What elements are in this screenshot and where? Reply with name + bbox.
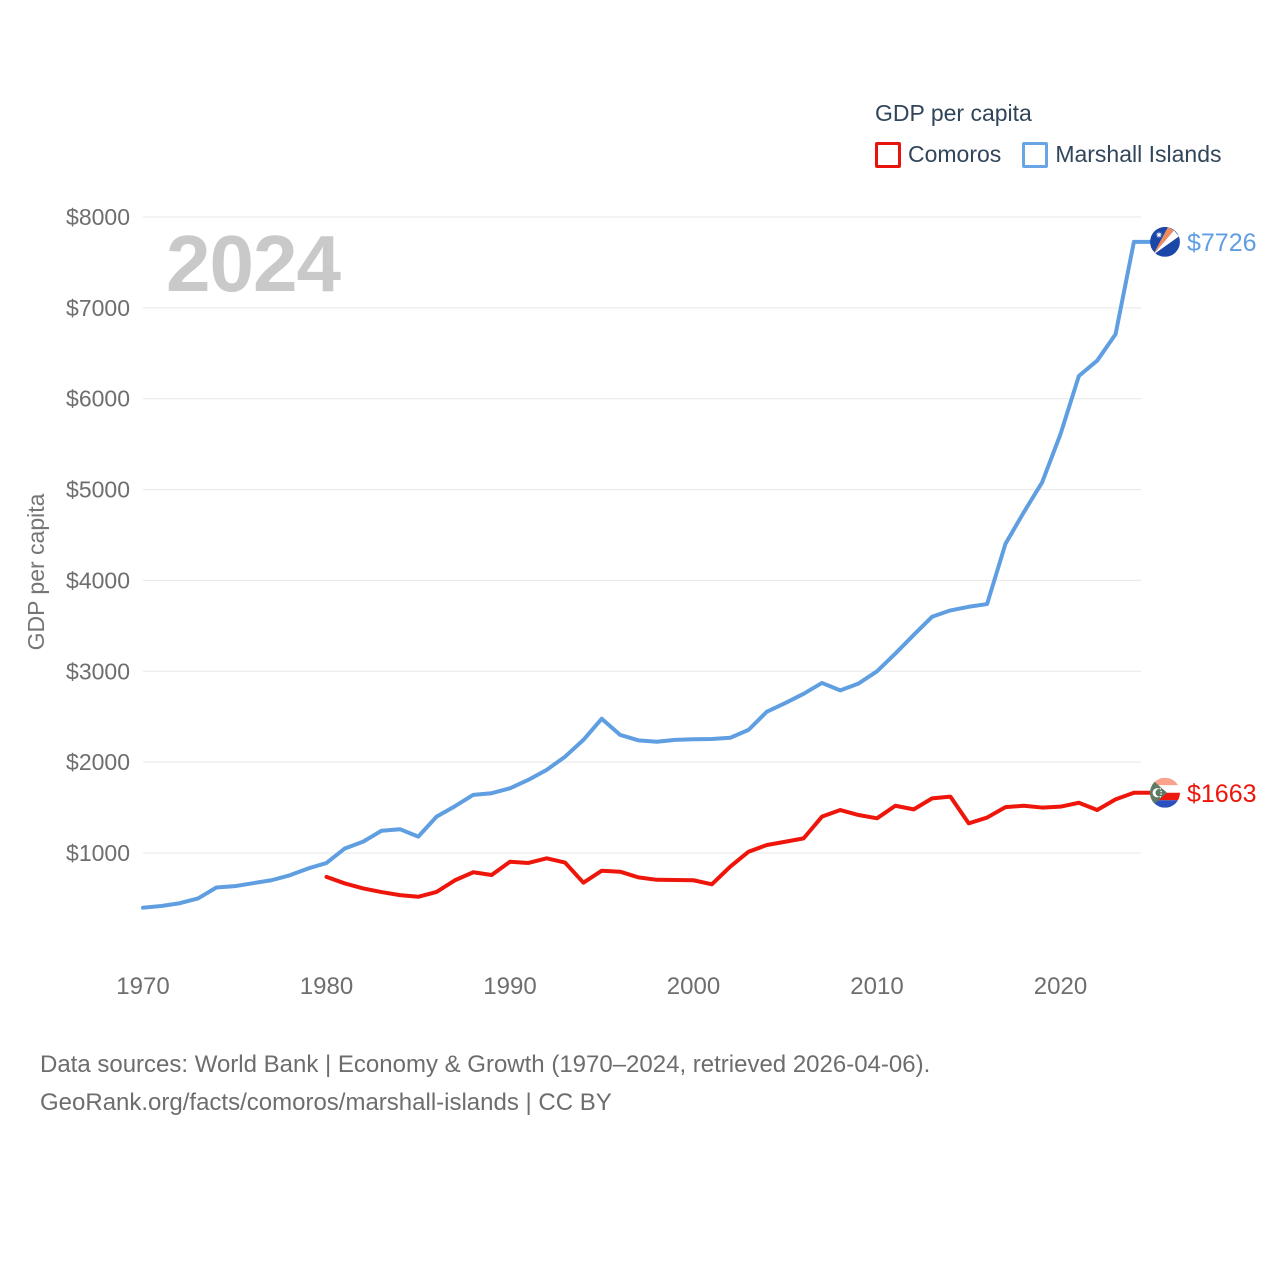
axis-labels-layer: $1000 $2000 $3000 $4000 $5000 $6000 $7000 $8000… bbox=[23, 204, 1087, 1000]
data-sources-line: Data sources: World Bank | Economy & Gro… bbox=[40, 1051, 931, 1078]
x-axis-tick-label: 1970 bbox=[116, 973, 169, 1000]
x-axis-tick-label: 1980 bbox=[300, 973, 353, 1000]
comoros-flag-icon bbox=[1150, 777, 1180, 808]
comoros-end-value: $1663 bbox=[1187, 780, 1257, 808]
marshall-islands-legend-swatch bbox=[1022, 141, 1049, 168]
chart-legend: GDP per capita Comoros Marshall Islands bbox=[875, 100, 1255, 168]
marshall-islands-line bbox=[141, 239, 1136, 910]
legend-title: GDP per capita bbox=[875, 100, 1032, 126]
comoros-line bbox=[324, 790, 1136, 899]
x-axis-tick-label: 1990 bbox=[483, 973, 536, 1000]
comoros-legend-swatch bbox=[875, 141, 901, 168]
x-axis-tick-label: 2000 bbox=[667, 973, 720, 1000]
y-axis-tick-label: $8000 bbox=[66, 204, 130, 230]
legend-item-comoros[interactable]: Comoros bbox=[875, 141, 1001, 168]
y-axis-tick-label: $6000 bbox=[66, 386, 130, 412]
gridlines-layer bbox=[143, 216, 1141, 854]
x-axis-tick-label: 2010 bbox=[850, 973, 903, 1000]
y-axis-tick-label: $2000 bbox=[66, 749, 130, 775]
attribution-footer: Data sources: World Bank | Economy & Gro… bbox=[40, 1046, 1140, 1122]
end-markers-layer bbox=[1150, 226, 1180, 808]
legend-item-marshall-islands[interactable]: Marshall Islands bbox=[1022, 141, 1222, 168]
year-watermark: 2024 bbox=[166, 219, 341, 308]
y-axis-tick-label: $7000 bbox=[66, 295, 130, 321]
marshall-islands-end-value: $7726 bbox=[1187, 229, 1257, 257]
x-axis-tick-label: 2020 bbox=[1034, 973, 1087, 1000]
legend-items: Comoros Marshall Islands bbox=[875, 141, 1255, 168]
y-axis-tick-label: $5000 bbox=[66, 477, 130, 503]
series-lines-layer: $1663 $7726 bbox=[141, 229, 1257, 910]
y-axis-title: GDP per capita bbox=[23, 493, 49, 650]
y-axis-tick-label: $4000 bbox=[66, 567, 130, 593]
gdp-per-capita-line-chart: $1000 $2000 $3000 $4000 $5000 $6000 $7000 $8000… bbox=[23, 204, 1257, 1000]
y-axis-tick-label: $3000 bbox=[66, 658, 130, 684]
legend-item-label: Marshall Islands bbox=[1055, 141, 1222, 167]
source-url-line[interactable]: GeoRank.org/facts/comoros/marshall-islan… bbox=[40, 1089, 612, 1116]
y-axis-tick-label: $1000 bbox=[66, 840, 130, 866]
marshall-islands-flag-icon bbox=[1150, 226, 1180, 257]
legend-item-label: Comoros bbox=[908, 141, 1002, 167]
